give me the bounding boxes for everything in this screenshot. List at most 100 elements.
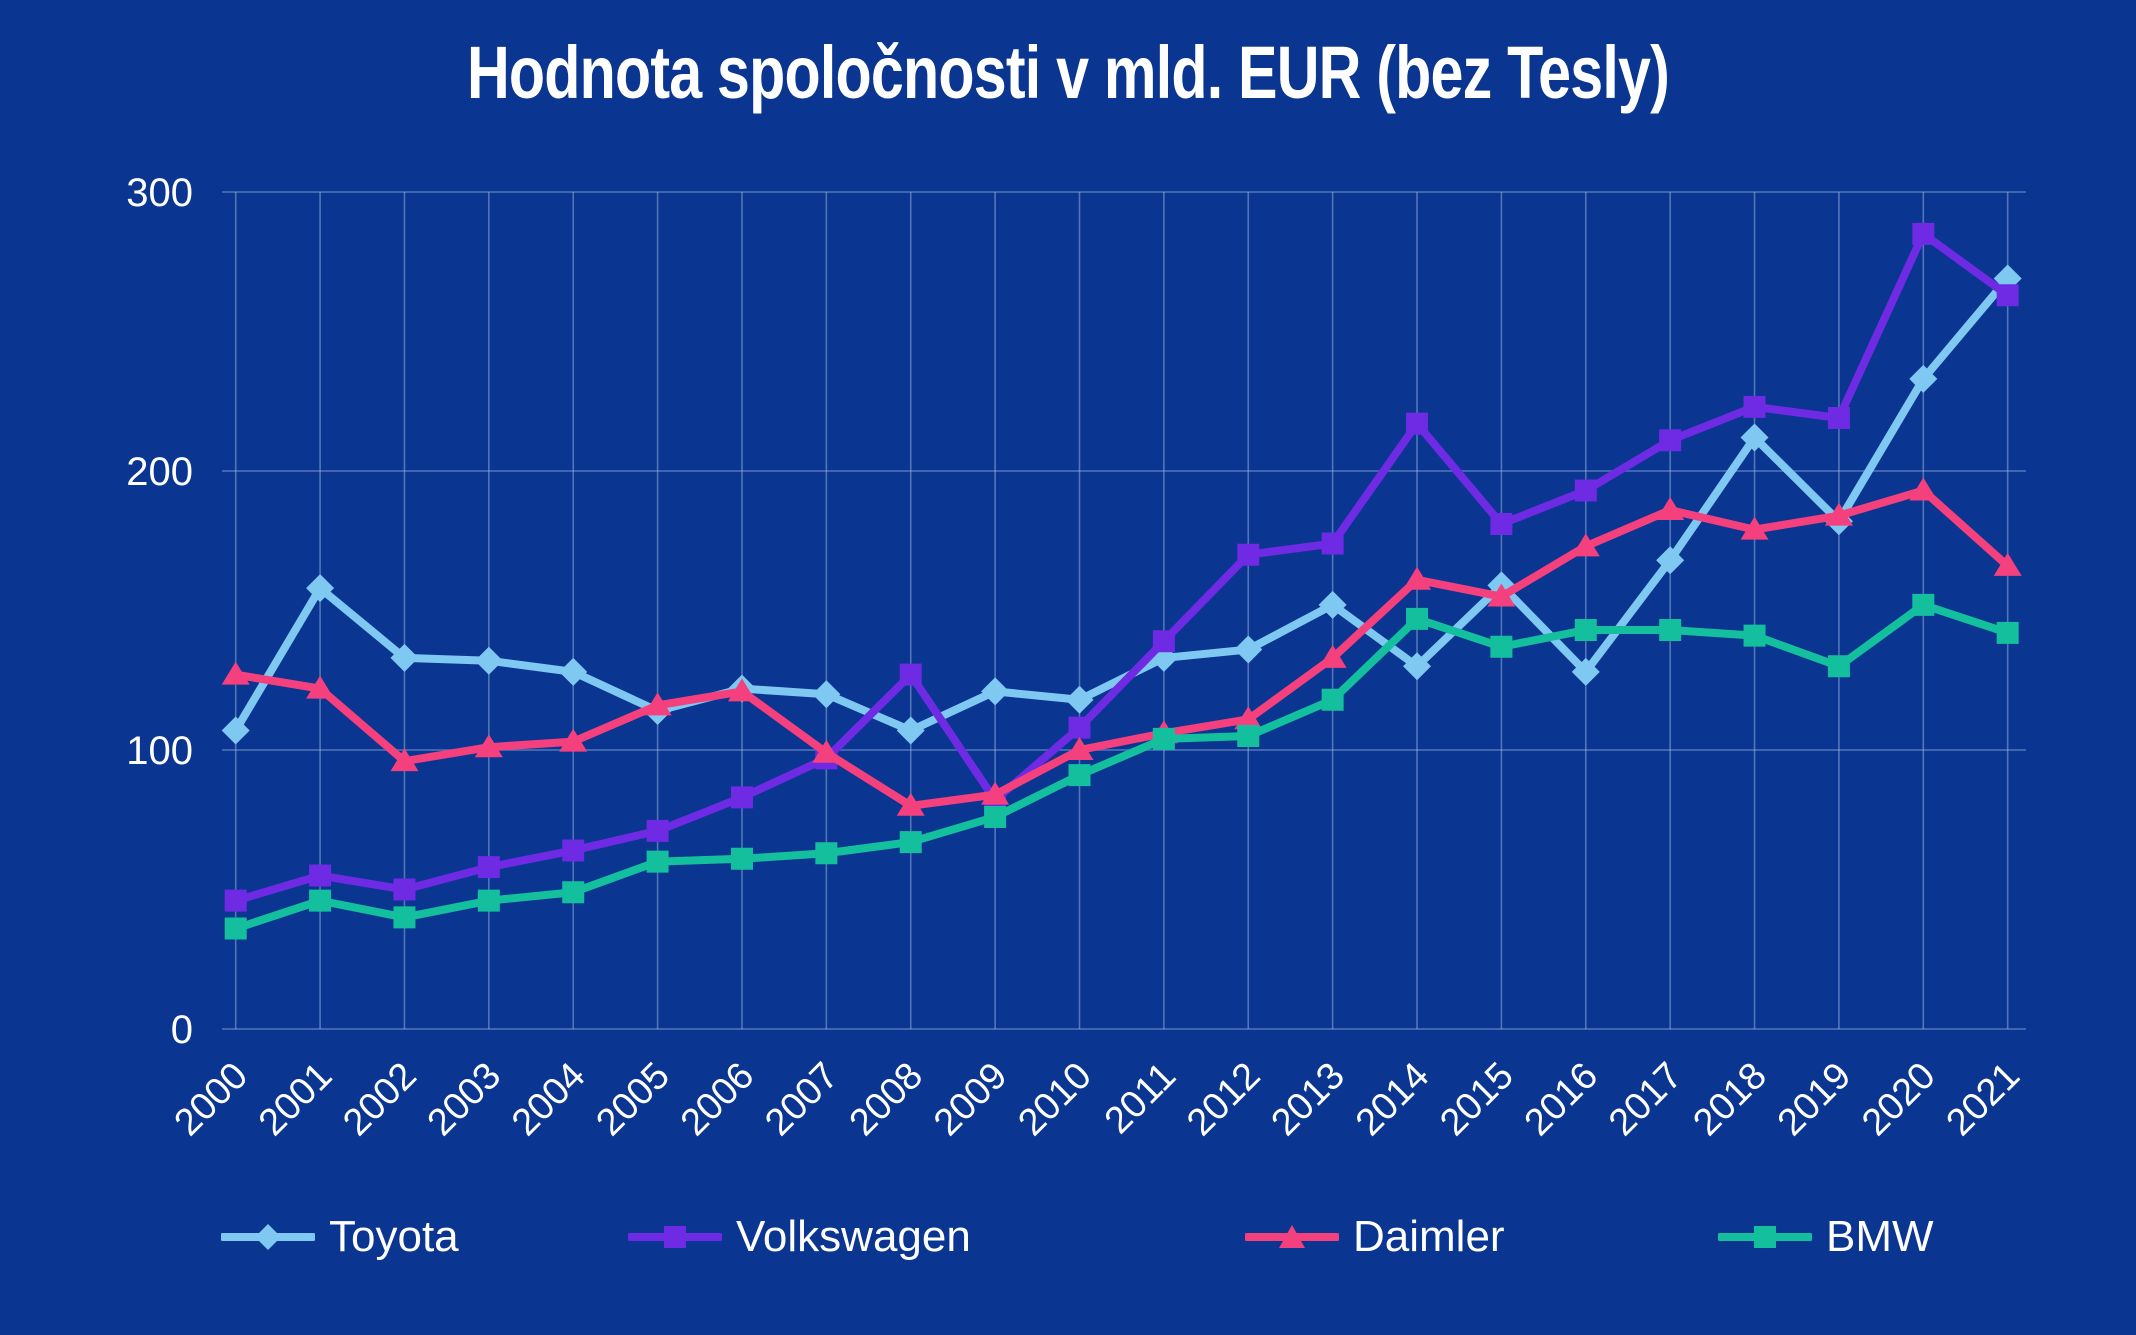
series-toyota-marker (306, 574, 335, 603)
series-volkswagen-line (231, 229, 2012, 905)
diamond-swatch-icon (221, 1224, 315, 1250)
series-volkswagen-marker (393, 878, 416, 901)
series-daimler-marker (1065, 737, 1094, 760)
x-tick-label: 2013 (1264, 1055, 1353, 1144)
series-volkswagen-marker (646, 819, 669, 842)
series-toyota-marker (221, 716, 250, 745)
legend-item-toyota[interactable]: Toyota (221, 1212, 459, 1262)
x-tick-label: 2020 (1854, 1055, 1943, 1144)
series-daimler-marker (981, 781, 1010, 805)
x-tick-label: 2016 (1517, 1055, 1606, 1144)
series-bmw-line (231, 600, 2012, 933)
series-volkswagen-marker (1321, 532, 1344, 555)
x-tick-label: 2014 (1348, 1055, 1437, 1144)
x-tick-label: 2002 (335, 1055, 424, 1144)
triangle-swatch-icon (1245, 1225, 1339, 1248)
series-daimler-marker (559, 728, 588, 752)
x-tick-label: 2017 (1601, 1055, 1690, 1144)
x-tick-label: 2000 (167, 1055, 256, 1144)
series-volkswagen-marker (1912, 222, 1935, 245)
series-daimler-marker (727, 678, 756, 702)
series-bmw-marker (309, 889, 332, 912)
series-volkswagen-marker (1490, 513, 1513, 536)
series-bmw-marker (1406, 607, 1429, 630)
series-bmw-marker (984, 805, 1007, 828)
series-bmw-marker (1743, 624, 1766, 647)
x-tick-label: 2010 (1010, 1055, 1099, 1144)
series-daimler-marker (1318, 644, 1347, 668)
series-volkswagen-marker (1659, 429, 1682, 452)
legend-item-volkswagen[interactable]: Volkswagen (628, 1212, 971, 1262)
series-toyota-marker (1740, 423, 1769, 452)
legend-label: Daimler (1353, 1212, 1505, 1261)
series-volkswagen-marker (899, 663, 922, 686)
series-toyota-marker (981, 677, 1010, 706)
series-bmw-marker (1490, 635, 1513, 658)
series-toyota-marker (1571, 657, 1600, 686)
series-toyota-marker (1065, 685, 1094, 714)
x-tick-label: 2015 (1432, 1055, 1521, 1144)
x-tick-label: 2018 (1685, 1055, 1774, 1144)
x-tick-label: 2008 (842, 1055, 931, 1144)
series-bmw-marker (1659, 619, 1682, 642)
series-toyota-marker (1656, 546, 1685, 575)
x-tick-label: 2005 (588, 1055, 677, 1144)
x-tick-label: 2001 (251, 1055, 340, 1144)
series-daimler-marker (1234, 706, 1263, 730)
series-volkswagen-marker (224, 889, 247, 912)
series-toyota-marker (559, 657, 588, 686)
series-daimler-marker (643, 692, 672, 716)
x-tick-label: 2007 (757, 1055, 846, 1144)
series-bmw-marker (815, 842, 838, 865)
series-bmw-marker (899, 831, 922, 854)
x-tick-label: 2019 (1770, 1055, 1859, 1144)
x-tick-label: 2021 (1939, 1055, 2028, 1144)
series-toyota-marker (896, 716, 925, 745)
series-bmw-marker (562, 881, 585, 904)
series-toyota-marker (1403, 652, 1432, 681)
series-daimler-marker (1909, 477, 1938, 501)
series-volkswagen-marker (562, 839, 585, 862)
legend-item-daimler[interactable]: Daimler (1245, 1212, 1505, 1262)
series-volkswagen-marker (1743, 395, 1766, 418)
series-bmw-marker (1996, 621, 2019, 644)
x-tick-label: 2009 (926, 1055, 1015, 1144)
legend-label: Volkswagen (736, 1212, 971, 1261)
x-tick-label: 2004 (504, 1055, 593, 1144)
series-toyota-marker (474, 646, 503, 675)
x-tick-label: 2003 (420, 1055, 509, 1144)
series-bmw-marker (1152, 727, 1175, 750)
y-tick-label: 0 (171, 1008, 193, 1052)
series-bmw-marker (730, 847, 753, 870)
x-tick-label: 2012 (1179, 1055, 1268, 1144)
series-daimler-marker (221, 661, 250, 685)
series-daimler-marker (474, 734, 503, 758)
series-volkswagen-marker (1574, 479, 1597, 502)
series-toyota-marker (1318, 590, 1347, 619)
legend-item-bmw[interactable]: BMW (1718, 1212, 1934, 1262)
square-swatch-icon (1718, 1226, 1812, 1248)
y-tick-label: 200 (126, 450, 193, 494)
series-volkswagen-marker (477, 856, 500, 879)
series-bmw-marker (224, 917, 247, 940)
series-toyota-marker (1234, 635, 1263, 664)
legend-label: Toyota (329, 1212, 459, 1261)
series-daimler-marker (306, 675, 335, 699)
series-volkswagen-marker (1068, 716, 1091, 739)
series-bmw-marker (477, 889, 500, 912)
series-toyota-marker (390, 643, 419, 672)
series-bmw-marker (1321, 688, 1344, 711)
legend-label: BMW (1826, 1212, 1934, 1261)
series-volkswagen-marker (1827, 406, 1850, 429)
y-tick-label: 100 (126, 729, 193, 773)
series-volkswagen-marker (1406, 412, 1429, 435)
series-volkswagen-marker (309, 864, 332, 887)
series-volkswagen-marker (1152, 630, 1175, 653)
series-toyota-marker (1909, 364, 1938, 393)
series-bmw-marker (1237, 725, 1260, 748)
series-daimler-marker (1740, 516, 1769, 540)
series-bmw-marker (1912, 593, 1935, 616)
series-daimler-marker (896, 792, 925, 816)
